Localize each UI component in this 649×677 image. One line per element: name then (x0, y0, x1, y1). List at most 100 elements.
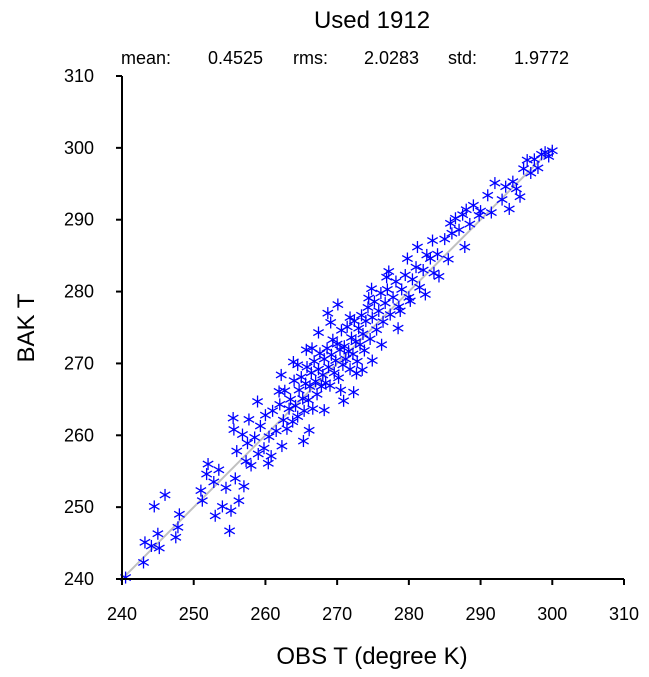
data-point (220, 481, 232, 494)
data-point (546, 144, 558, 157)
data-point (410, 261, 422, 274)
data-point (283, 402, 295, 415)
data-point (404, 294, 416, 307)
data-point (406, 273, 418, 286)
data-point (360, 315, 372, 328)
data-point (308, 355, 320, 368)
data-point (350, 367, 363, 380)
data-point (453, 223, 465, 236)
data-point (514, 190, 526, 203)
data-point (344, 311, 356, 324)
data-point (305, 366, 317, 379)
data-point (243, 413, 255, 426)
data-point (209, 509, 221, 522)
data-point (439, 233, 451, 246)
data-point (318, 353, 330, 366)
data-point (333, 371, 345, 384)
data-point (238, 480, 250, 493)
data-point (322, 307, 334, 320)
x-tick-label: 280 (394, 604, 424, 624)
data-point (148, 500, 160, 513)
data-point (236, 428, 249, 441)
data-point (387, 291, 399, 304)
data-point (307, 402, 319, 415)
data-point (396, 283, 408, 296)
data-point (338, 340, 350, 353)
data-point (442, 253, 454, 266)
data-point (275, 368, 287, 381)
data-point (252, 447, 264, 460)
data-point (327, 333, 339, 346)
data-point (202, 458, 214, 471)
data-point (373, 304, 385, 317)
data-point (267, 404, 279, 417)
data-point (273, 385, 285, 398)
x-tick-label: 300 (537, 604, 567, 624)
data-point (300, 343, 312, 356)
chart-title: Used 1912 (314, 7, 430, 34)
data-point (302, 394, 314, 407)
data-point (213, 463, 225, 476)
mean-value: 0.4525 (208, 48, 263, 68)
data-point (411, 241, 423, 254)
data-point (229, 472, 241, 485)
data-point (298, 404, 310, 417)
data-point (201, 468, 213, 481)
data-point (274, 398, 286, 411)
data-point (233, 494, 245, 507)
x-tick-label: 270 (322, 604, 352, 624)
data-point (399, 269, 411, 282)
data-point (265, 450, 277, 463)
data-point (394, 304, 406, 317)
data-point (328, 366, 340, 379)
data-point (159, 488, 171, 501)
data-point (152, 527, 164, 540)
data-point (303, 424, 315, 437)
stats-line: mean: 0.4525 rms: 2.0283 std: 1.9772 (121, 48, 569, 68)
data-point (341, 320, 353, 333)
data-point (414, 281, 426, 294)
data-point (489, 177, 501, 190)
data-point (485, 206, 497, 219)
data-point (323, 361, 335, 374)
std-label: std: (448, 48, 477, 68)
data-point (473, 209, 485, 222)
std-value: 1.9772 (514, 48, 569, 68)
data-point (314, 347, 326, 360)
data-point (254, 419, 266, 432)
data-point (293, 384, 305, 397)
data-point (310, 375, 322, 388)
y-tick-label: 310 (64, 66, 94, 86)
data-point (376, 338, 388, 351)
data-point (170, 531, 182, 544)
data-point (258, 442, 270, 455)
x-tick-label: 250 (179, 604, 209, 624)
data-point (335, 384, 347, 397)
data-point (371, 323, 383, 336)
data-point (195, 484, 207, 497)
data-point (137, 556, 150, 569)
data-point (366, 311, 378, 324)
data-point (312, 326, 325, 339)
x-tick-label: 260 (250, 604, 280, 624)
y-tick-label: 260 (64, 425, 94, 445)
data-point (196, 494, 208, 507)
data-point (419, 288, 431, 301)
data-point (252, 395, 264, 408)
data-point (325, 348, 337, 361)
data-point (216, 500, 228, 513)
y-tick-label: 250 (64, 497, 94, 517)
data-point (338, 394, 350, 407)
data-point (351, 355, 363, 368)
data-point (381, 271, 393, 284)
y-tick-label: 300 (64, 138, 94, 158)
data-point (348, 386, 360, 399)
data-point (401, 252, 413, 265)
data-point (362, 301, 374, 314)
reference-line (121, 147, 553, 580)
data-point (427, 234, 439, 247)
data-point (417, 264, 429, 277)
data-point (245, 459, 257, 472)
data-point (332, 298, 344, 311)
